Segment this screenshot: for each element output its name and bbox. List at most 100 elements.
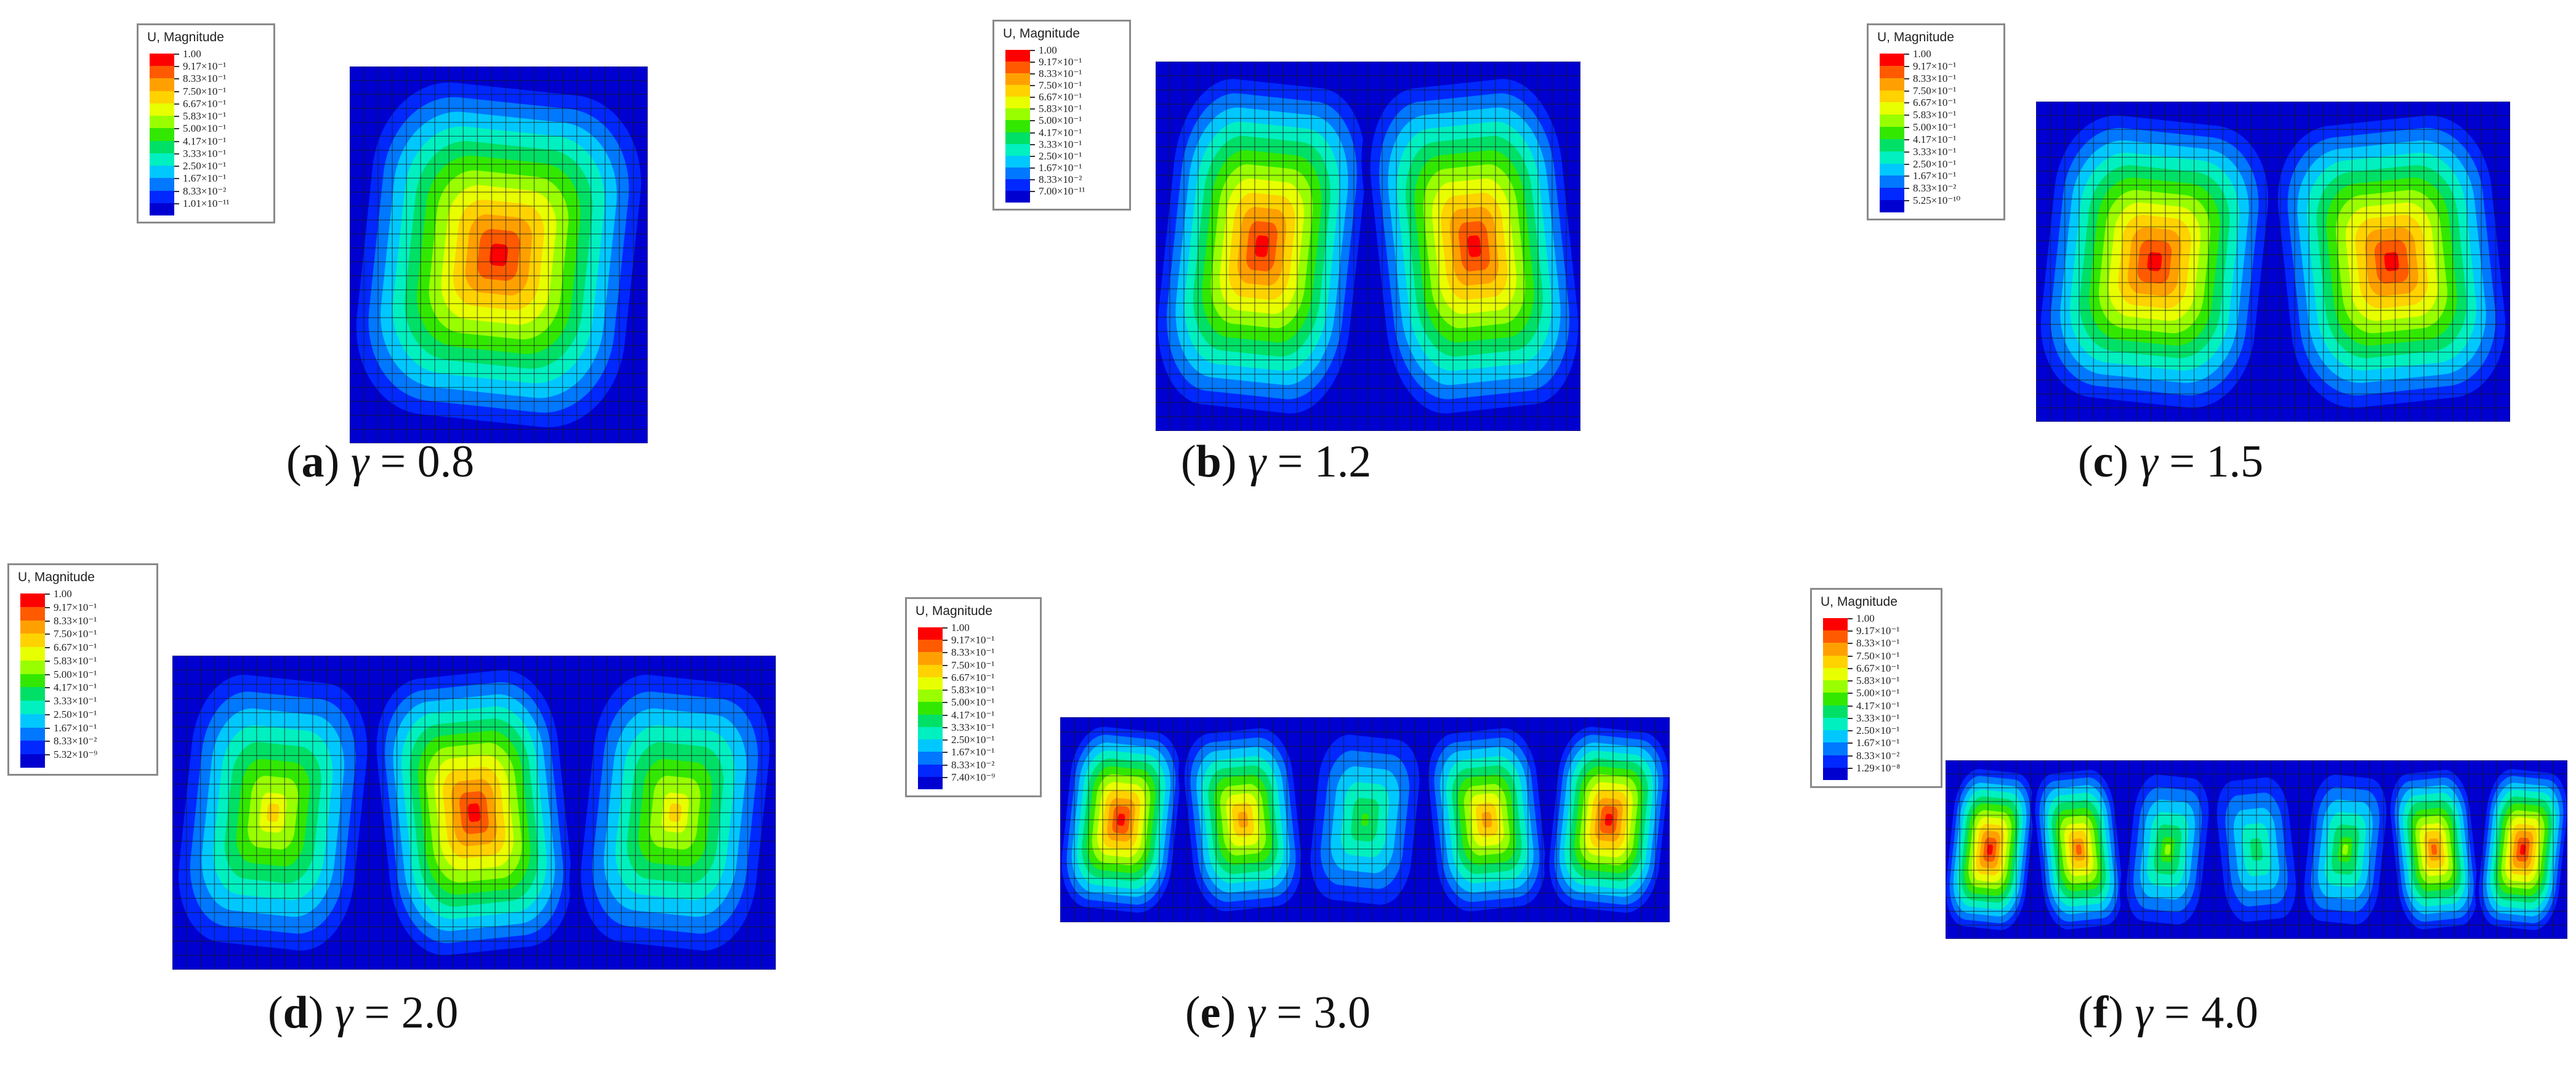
legend-tick xyxy=(1904,151,1909,153)
legend-tick xyxy=(943,714,948,716)
legend-tick xyxy=(1030,190,1035,192)
legend-label: 4.17×10⁻¹ xyxy=(1039,126,1082,139)
gamma-value: 2.0 xyxy=(401,987,459,1038)
legend-label: 8.33×10⁻² xyxy=(1039,173,1082,185)
legend-label: 5.00×10⁻¹ xyxy=(1039,115,1082,127)
gamma-value: 1.5 xyxy=(2206,436,2264,487)
legend-swatch xyxy=(1880,163,1904,176)
legend-label: 1.01×10⁻¹¹ xyxy=(183,197,230,209)
legend-swatch xyxy=(1823,630,1848,643)
legend-tick xyxy=(1030,120,1035,122)
gamma-value: 3.0 xyxy=(1313,987,1371,1038)
legend-tick xyxy=(1904,127,1909,129)
caption-c: (c) γ = 1.5 xyxy=(2078,436,2264,487)
legend-tick xyxy=(1848,680,1853,682)
legend-tick xyxy=(174,153,179,155)
caption-b: (b) γ = 1.2 xyxy=(1181,436,1372,487)
legend-swatch xyxy=(1005,85,1030,97)
legend-swatch xyxy=(20,606,45,621)
mode-lobe xyxy=(1946,762,2038,937)
legend-swatch xyxy=(1005,50,1030,62)
contour-plot xyxy=(172,656,776,970)
legend-swatch xyxy=(1005,155,1030,167)
caption-letter: a xyxy=(301,436,324,487)
legend: U, Magnitude 1.00 9.17×10⁻¹ 8.33×10⁻¹ 7.50×1… xyxy=(905,597,1042,797)
legend-tick xyxy=(1904,163,1909,165)
legend-label: 7.40×10⁻⁹ xyxy=(951,771,996,783)
legend-tick xyxy=(174,178,179,180)
contour-band xyxy=(2431,844,2437,855)
legend-label: 1.67×10⁻¹ xyxy=(54,722,97,734)
legend-tick xyxy=(1848,730,1853,732)
legend-swatch xyxy=(20,741,45,755)
legend-tick xyxy=(45,674,50,675)
legend-label: 5.83×10⁻¹ xyxy=(183,110,227,123)
legend-swatch xyxy=(1823,717,1848,731)
gamma-symbol: γ xyxy=(1247,436,1266,487)
legend-label: 3.33×10⁻¹ xyxy=(1039,138,1082,150)
legend-tick xyxy=(1904,102,1909,104)
mesh-grid xyxy=(172,656,776,970)
legend-label: 5.00×10⁻¹ xyxy=(1913,121,1957,134)
legend-label: 1.00 xyxy=(54,588,72,600)
legend-label: 2.50×10⁻¹ xyxy=(54,708,97,720)
legend-swatch xyxy=(150,178,174,191)
legend-tick xyxy=(1904,78,1909,79)
legend-tick xyxy=(1904,175,1909,177)
legend-swatch xyxy=(1005,132,1030,144)
legend-swatch xyxy=(1823,655,1848,668)
legend-label: 6.67×10⁻¹ xyxy=(54,642,97,654)
legend-tick xyxy=(1848,655,1853,657)
legend-tick xyxy=(1030,167,1035,169)
legend-tick xyxy=(943,664,948,666)
contour-plot xyxy=(1060,717,1670,922)
legend-tick xyxy=(943,776,948,778)
legend-swatch xyxy=(918,664,943,677)
legend-title: U, Magnitude xyxy=(1003,26,1080,41)
legend-tick xyxy=(174,128,179,130)
legend-tick xyxy=(45,714,50,715)
legend: U, Magnitude 1.00 9.17×10⁻¹ 8.33×10⁻¹ 7.50×1… xyxy=(1867,23,2005,220)
legend: U, Magnitude 1.00 9.17×10⁻¹ 8.33×10⁻¹ 7.50×1… xyxy=(992,20,1131,211)
legend-label: 8.33×10⁻² xyxy=(183,185,227,197)
legend-label: 7.50×10⁻¹ xyxy=(951,659,995,671)
legend-swatch xyxy=(20,687,45,701)
legend-label: 5.83×10⁻¹ xyxy=(1913,109,1957,121)
legend-swatch xyxy=(1823,742,1848,755)
legend-swatch xyxy=(1823,730,1848,743)
mesh-grid xyxy=(1946,760,2567,939)
legend-label: 6.67×10⁻¹ xyxy=(1856,662,1900,674)
legend-tick xyxy=(174,78,179,80)
legend-label: 1.00 xyxy=(1039,44,1057,56)
legend-swatch xyxy=(1823,643,1848,656)
legend-swatch xyxy=(1005,108,1030,121)
legend-swatch xyxy=(20,593,45,607)
gamma-value: 4.0 xyxy=(2201,987,2258,1038)
legend-tick xyxy=(1904,139,1909,140)
legend-tick xyxy=(45,593,50,595)
legend-label: 7.50×10⁻¹ xyxy=(1913,84,1957,97)
legend-tick xyxy=(1030,132,1035,134)
legend-label: 1.67×10⁻¹ xyxy=(1856,737,1900,749)
legend-tick xyxy=(1848,767,1853,769)
legend-swatch xyxy=(150,103,174,116)
contour-plot xyxy=(1156,62,1580,431)
legend-tick xyxy=(1848,717,1853,719)
legend-label: 8.33×10⁻² xyxy=(951,758,995,771)
legend-tick xyxy=(1030,97,1035,99)
legend-swatch xyxy=(1880,188,1904,201)
caption-letter: c xyxy=(2093,436,2114,487)
contour-band xyxy=(2342,844,2348,855)
contour-band xyxy=(2075,844,2082,855)
legend-tick xyxy=(45,727,50,729)
legend-tick xyxy=(1030,73,1035,75)
legend-tick xyxy=(174,166,179,167)
legend-tick xyxy=(45,701,50,702)
legend-label: 4.17×10⁻¹ xyxy=(1913,133,1957,145)
legend-label: 6.67×10⁻¹ xyxy=(1039,91,1082,103)
legend-swatch xyxy=(918,714,943,727)
legend-tick xyxy=(943,652,948,654)
legend-swatch xyxy=(918,690,943,702)
contour-band xyxy=(489,243,509,267)
legend-label: 1.00 xyxy=(951,622,970,634)
